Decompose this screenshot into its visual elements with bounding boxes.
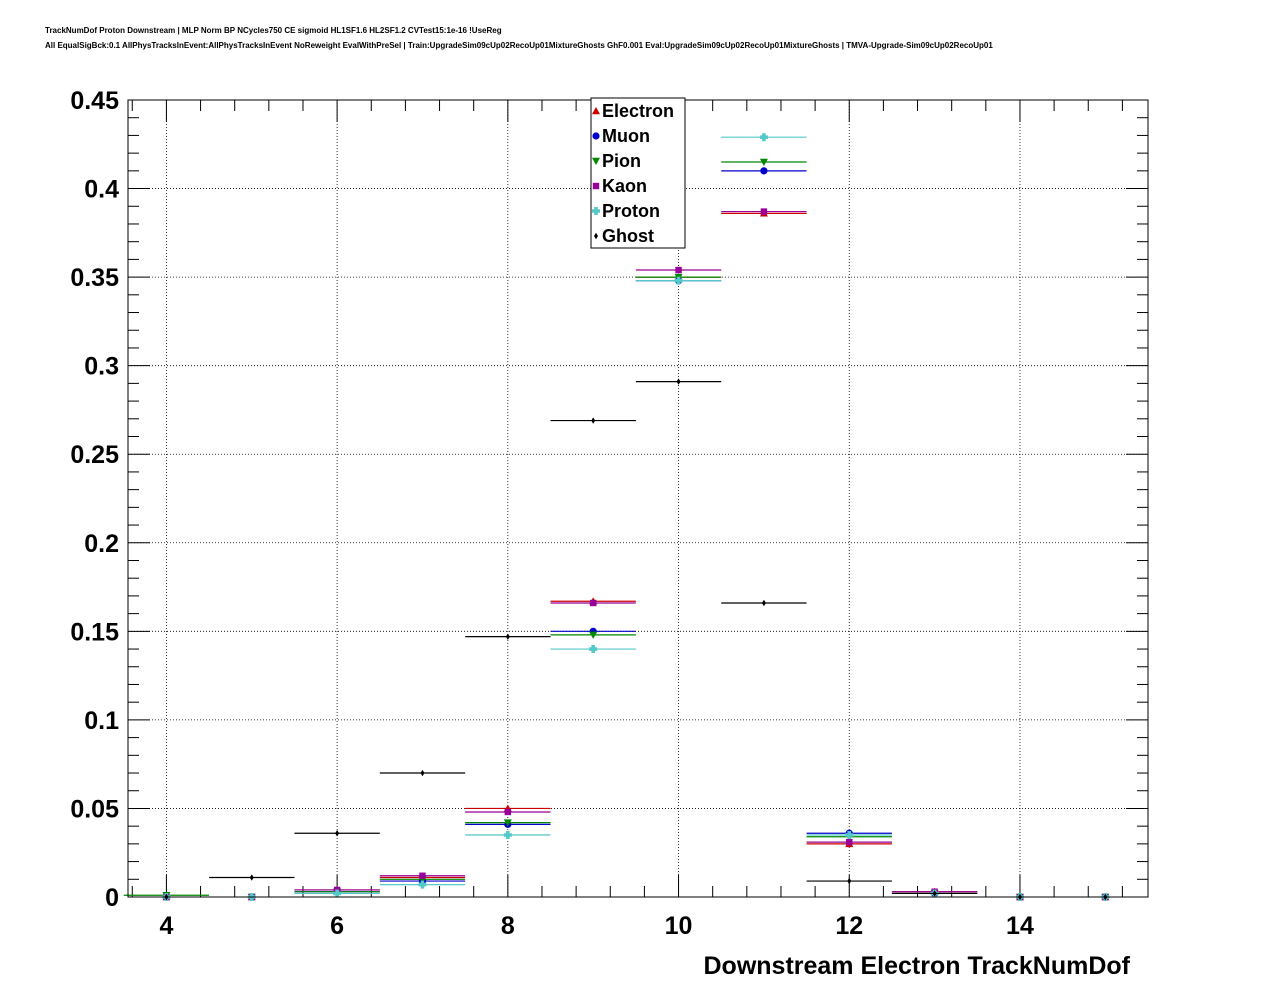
data-point <box>589 631 598 639</box>
data-point <box>760 208 768 215</box>
y-tick-label: 0.35 <box>70 264 119 292</box>
data-point <box>503 819 512 827</box>
series-ghost <box>164 378 1108 901</box>
data-point <box>847 877 852 885</box>
legend-marker <box>592 207 600 215</box>
data-point <box>503 831 512 840</box>
y-tick-label: 0.45 <box>70 87 119 115</box>
y-tick-label: 0.15 <box>70 618 119 646</box>
x-tick-label: 6 <box>330 912 344 940</box>
grid-layer <box>128 100 1148 897</box>
data-point <box>760 167 768 175</box>
legend-label: Kaon <box>602 176 647 196</box>
y-tick-label: 0.3 <box>84 353 119 381</box>
legend-marker <box>592 182 600 190</box>
legend: Electron Muon Pion Kaon Proton Ghost <box>590 97 686 249</box>
data-point <box>249 874 254 881</box>
data-point <box>846 838 853 846</box>
data-point <box>675 266 682 274</box>
legend-marker <box>592 132 600 140</box>
x-tick-label: 14 <box>1006 912 1034 940</box>
legend-label: Ghost <box>602 226 654 246</box>
y-tick-label: 0.05 <box>70 795 119 823</box>
data-point <box>932 890 937 897</box>
legend-marker <box>594 232 598 240</box>
y-tick-label: 0.2 <box>84 530 119 558</box>
series-pion <box>123 158 1110 901</box>
data-point <box>589 645 598 654</box>
data-point <box>759 158 768 166</box>
data-point <box>761 599 766 607</box>
data-point <box>504 808 512 816</box>
legend-label: Pion <box>602 151 641 171</box>
data-point <box>335 830 340 837</box>
series-electron <box>162 209 1110 901</box>
y-tick-label: 0.1 <box>84 707 119 735</box>
x-tick-label: 10 <box>665 912 693 940</box>
legend-marker <box>592 107 600 115</box>
data-point <box>333 889 342 898</box>
data-point <box>676 378 681 385</box>
chart-title-line-2: All EqualSigBck:0.1 AllPhysTracksInEvent… <box>45 41 993 50</box>
x-axis-label: Downstream Electron TrackNumDof <box>704 952 1131 980</box>
data-point <box>589 599 597 607</box>
y-tick-label: 0.4 <box>84 176 119 204</box>
data-point <box>505 633 510 640</box>
y-tick-label: 0 <box>105 884 119 912</box>
legend-label: Electron <box>602 101 674 121</box>
data-point <box>420 769 425 777</box>
legend-label: Proton <box>602 201 660 221</box>
labels-layer: 4 6 8 10 12 14 0 0.05 0.1 0.15 0.2 0.25 0.3 0.35 0.4 0.… <box>70 87 1130 980</box>
data-point <box>845 831 854 840</box>
y-tick-label: 0.25 <box>70 441 119 469</box>
x-tick-label: 8 <box>501 912 515 940</box>
legend-marker <box>592 157 600 165</box>
data-point <box>418 880 427 889</box>
series-kaon <box>163 208 1109 901</box>
legend-label: Muon <box>602 126 650 146</box>
x-tick-label: 4 <box>159 912 173 940</box>
data-point <box>591 417 596 424</box>
data-point <box>419 872 426 879</box>
chart-title-line-1: TrackNumDof Proton Downstream | MLP Norm… <box>45 26 502 35</box>
legend-box <box>590 97 686 249</box>
data-point <box>759 133 768 142</box>
data-point <box>674 276 683 285</box>
x-tick-label: 12 <box>835 912 863 940</box>
